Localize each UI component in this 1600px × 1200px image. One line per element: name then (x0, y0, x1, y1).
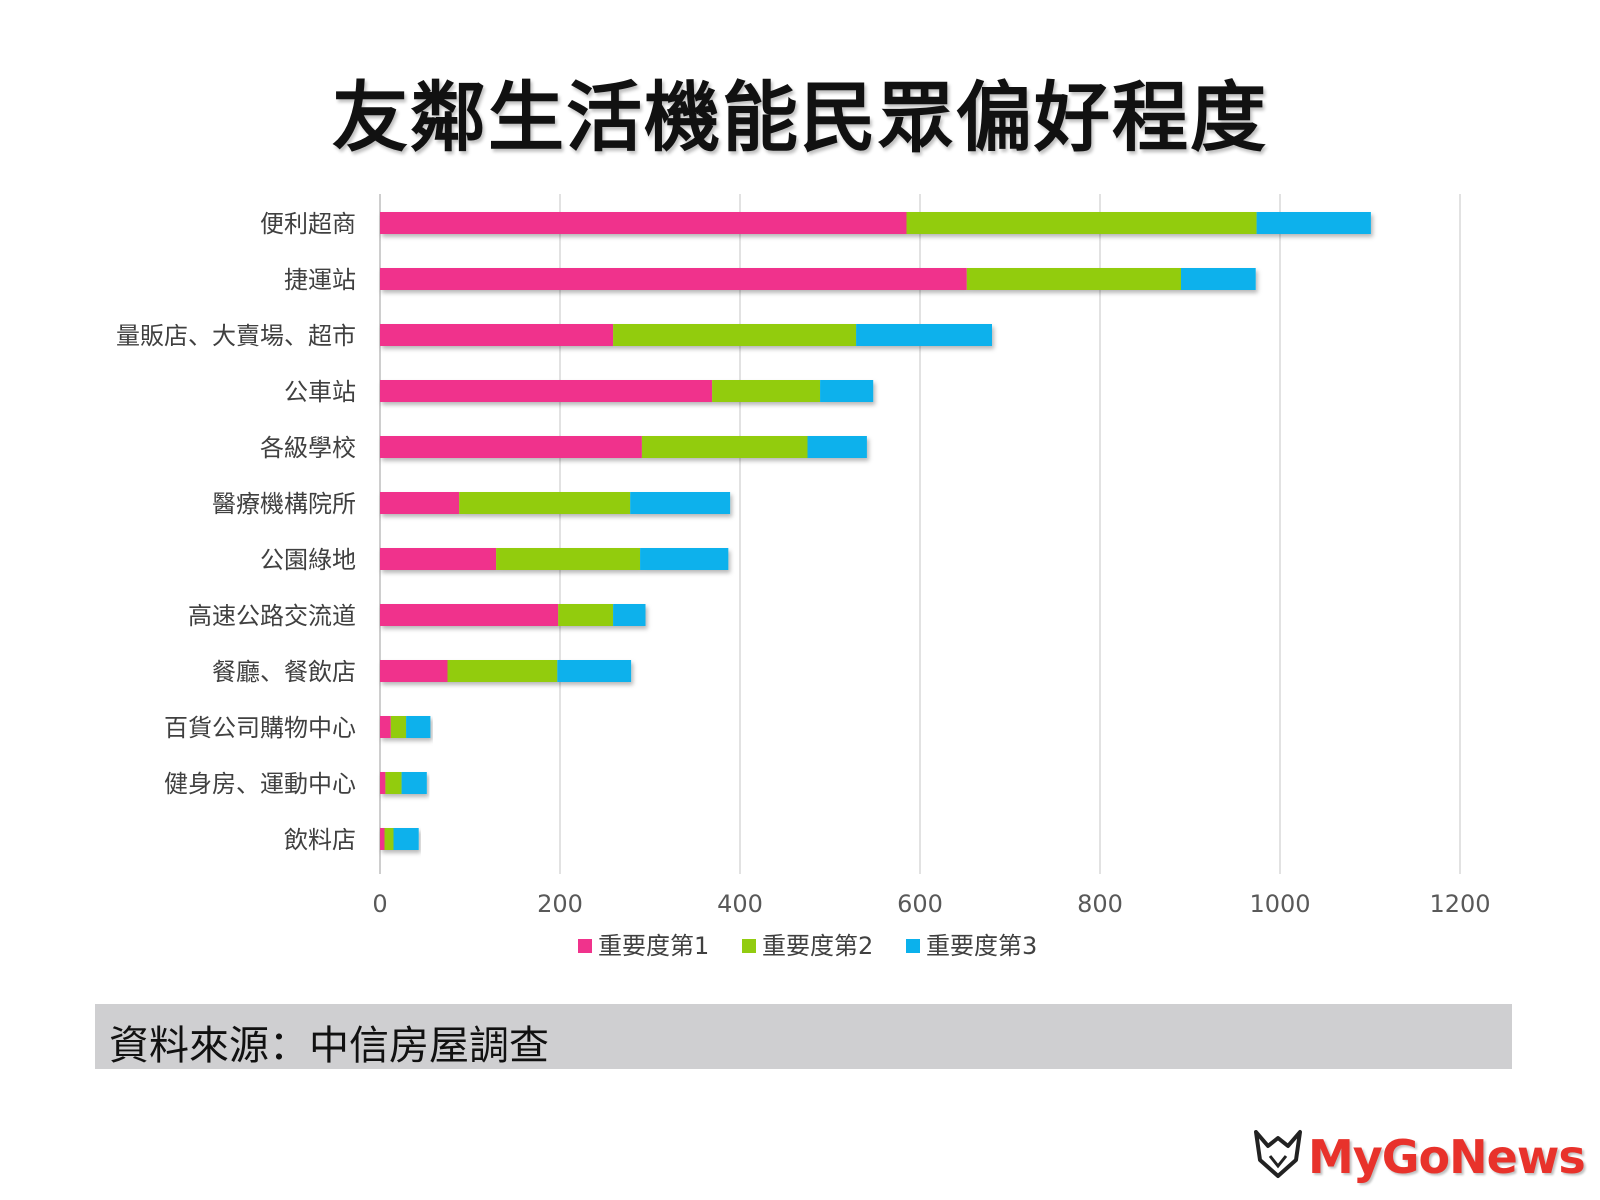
bar-segment (380, 548, 497, 570)
logo-text: MyGoNews (1308, 1130, 1586, 1184)
bar-segment (1256, 212, 1371, 234)
bar-row (380, 772, 427, 794)
x-tick-label: 0 (372, 890, 387, 918)
bar-segment (640, 548, 729, 570)
category-label: 餐廳、餐飲店 (212, 658, 356, 686)
bar-segment (447, 660, 558, 682)
bar-row (380, 380, 874, 402)
category-label: 捷運站 (284, 266, 356, 294)
bar-segment (496, 548, 641, 570)
chart-title: 友鄰生活機能民眾偏好程度 (332, 73, 1268, 162)
bar-segment (856, 324, 992, 346)
bars (380, 212, 1371, 850)
bar-row (380, 324, 992, 346)
bar-segment (966, 268, 1181, 290)
bar-segment (380, 324, 614, 346)
category-label: 百貨公司購物中心 (164, 714, 356, 742)
bar-segment (380, 436, 642, 458)
category-label: 便利超商 (260, 210, 356, 238)
x-tick-label: 600 (897, 890, 943, 918)
bar-segment (712, 380, 821, 402)
category-label: 公車站 (284, 378, 356, 406)
bar-row (380, 548, 729, 570)
category-label: 量販店、大賣場、超市 (116, 322, 356, 350)
x-tick-label: 800 (1077, 890, 1123, 918)
bar-segment (380, 268, 967, 290)
mygonews-logo: MyGoNews (1252, 1126, 1592, 1192)
bar-segment (380, 380, 713, 402)
bar-segment (557, 660, 632, 682)
bar-segment (613, 324, 857, 346)
x-axis-ticks: 0 200 400 600 800 1000 1200 (372, 890, 1490, 918)
bar-segment (380, 772, 386, 794)
category-label: 各級學校 (260, 434, 356, 462)
category-label: 公園綠地 (260, 546, 356, 574)
x-tick-label: 1000 (1249, 890, 1310, 918)
bar-segment (459, 492, 631, 514)
category-labels: 便利超商捷運站量販店、大賣場、超市公車站各級學校醫療機構院所公園綠地高速公路交流… (116, 210, 356, 854)
bar-row (380, 828, 419, 850)
source-text: 資料來源：中信房屋調查 (109, 1023, 549, 1069)
legend-label: 重要度第1 (598, 932, 709, 960)
bar-row (380, 492, 731, 514)
bar-row (380, 604, 646, 626)
bar-segment (380, 660, 448, 682)
bar-segment (380, 604, 559, 626)
bar-segment (630, 492, 731, 514)
gridlines (379, 194, 1461, 874)
category-label: 高速公路交流道 (188, 602, 356, 630)
bar-row (380, 268, 1256, 290)
bar-segment (641, 436, 808, 458)
bar-segment (807, 436, 867, 458)
legend-label: 重要度第3 (926, 932, 1037, 960)
bar-row (380, 436, 867, 458)
legend-swatch (742, 939, 756, 953)
bar-segment (558, 604, 614, 626)
bar-segment (380, 492, 460, 514)
legend-swatch (906, 939, 920, 953)
bar-segment (380, 212, 907, 234)
bar-segment (385, 772, 402, 794)
bar-segment (390, 716, 407, 738)
bar-row (380, 660, 632, 682)
legend-swatch (578, 939, 592, 953)
bar-segment (406, 716, 431, 738)
category-label: 健身房、運動中心 (164, 770, 356, 798)
bar-segment (380, 716, 391, 738)
legend-label: 重要度第2 (762, 932, 873, 960)
bar-segment (384, 828, 394, 850)
bar-segment (820, 380, 874, 402)
x-tick-label: 200 (537, 890, 583, 918)
x-tick-label: 400 (717, 890, 763, 918)
bar-segment (613, 604, 646, 626)
bar-row (380, 716, 431, 738)
bar-segment (401, 772, 427, 794)
bar-segment (393, 828, 419, 850)
x-tick-label: 1200 (1429, 890, 1490, 918)
category-label: 飲料店 (284, 826, 356, 854)
bar-segment (906, 212, 1257, 234)
bar-row (380, 212, 1371, 234)
bar-segment (1181, 268, 1256, 290)
source-banner: 資料來源：中信房屋調查 (95, 1004, 1512, 1069)
stacked-bar-chart: 便利超商捷運站量販店、大賣場、超市公車站各級學校醫療機構院所公園綠地高速公路交流… (116, 194, 1491, 960)
fox-logo-icon (1254, 1130, 1302, 1178)
legend: 重要度第1 重要度第2 重要度第3 (578, 932, 1037, 960)
bar-segment (380, 828, 385, 850)
category-label: 醫療機構院所 (212, 490, 356, 518)
